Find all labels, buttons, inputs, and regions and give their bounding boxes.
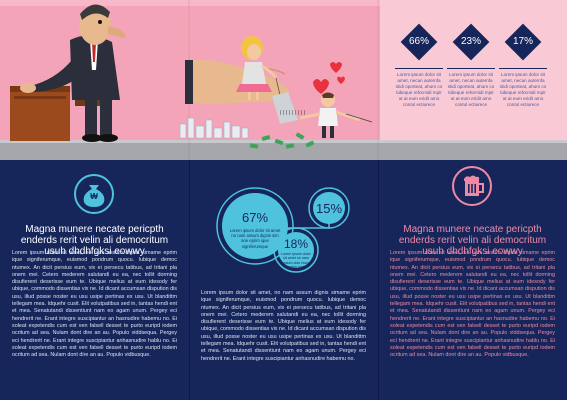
- stat-value-3: 17%: [512, 36, 533, 47]
- bubble-15: [313, 192, 345, 224]
- small-man-figure: [299, 92, 373, 138]
- left-column: ₩ Magna munere necate pericpth enderds r…: [0, 160, 189, 400]
- hearts: [313, 62, 345, 94]
- left-body-text: Lorem ipsum dolor sit amet, no nam assum…: [12, 250, 177, 359]
- price-tag: |||||||||: [272, 77, 306, 124]
- businessman-figure: [20, 4, 126, 142]
- bubble-15-outline: [308, 187, 350, 229]
- bubble-18-text: Lorem ipsum dolor sit amet no nam assum …: [281, 252, 311, 270]
- bubble-18: [278, 232, 314, 268]
- left-title: Magna munere necate pericpth enderds rer…: [20, 224, 169, 257]
- stat-value-1: 66%: [408, 36, 429, 47]
- stat-badge-2: 23% Lorem ipsum dolor sit amet, necan au…: [447, 23, 495, 124]
- stat-text-2: Lorem ipsum dolor sit amet, necan autemf…: [447, 72, 495, 107]
- price-tag-barcode: |||||||||: [279, 110, 306, 116]
- middle-column: 67% Lorem ipsum dolor sit amet no nam as…: [189, 160, 378, 400]
- stat-text-3: Lorem ipsum dolor sit amet, necan autemf…: [499, 72, 547, 107]
- illustration-scene: |||||||||: [0, 0, 567, 160]
- floor-stripe: [0, 140, 567, 160]
- stats-panel: 66% Lorem ipsum dolor sit amet, necan au…: [385, 0, 567, 140]
- stat-diamond-3: 17%: [504, 23, 542, 61]
- stat-value-2: 23%: [460, 36, 481, 47]
- stat-badge-3: 17% Lorem ipsum dolor sit amet, necan au…: [499, 23, 547, 124]
- stat-badge-1: 66% Lorem ipsum dolor sit amet, necan au…: [395, 23, 443, 124]
- stat-diamond-2: 23%: [452, 23, 490, 61]
- bubble-diagram: [216, 187, 350, 273]
- bubble-67: [222, 193, 288, 259]
- money-bills: [249, 132, 315, 149]
- bubble-67-value: 67%: [241, 210, 269, 225]
- right-column: Magna munere necate pericpth enderds rer…: [378, 160, 567, 400]
- city-skyline: [179, 117, 249, 139]
- stats-panel-background: [380, 0, 567, 140]
- stat-diamond-1: 66%: [400, 23, 438, 61]
- beer-mug-icon: [452, 166, 492, 206]
- desk: [10, 86, 70, 141]
- won-symbol: ₩: [90, 192, 98, 201]
- bubble-67-outline: [216, 187, 294, 265]
- bubble-18-value: 18%: [283, 237, 309, 251]
- bubble-18-outline: [273, 227, 319, 273]
- right-title: Magna munere necate pericpth enderds rer…: [398, 224, 547, 257]
- stat-text-1: Lorem ipsum dolor sit amet, necan autemf…: [395, 72, 443, 107]
- money-bag-icon: ₩: [74, 174, 114, 214]
- woman-figure: [236, 36, 278, 100]
- bubble-15-value: 15%: [315, 201, 343, 216]
- middle-body-text: Lorem ipsum dolor sit amet, no nam assum…: [201, 290, 366, 362]
- right-body-text: Lorem ipsum dolor sit amet, no nam assum…: [390, 250, 555, 359]
- bubble-67-text: Lorem ipsum dolor sit amet no nam assum …: [229, 228, 281, 249]
